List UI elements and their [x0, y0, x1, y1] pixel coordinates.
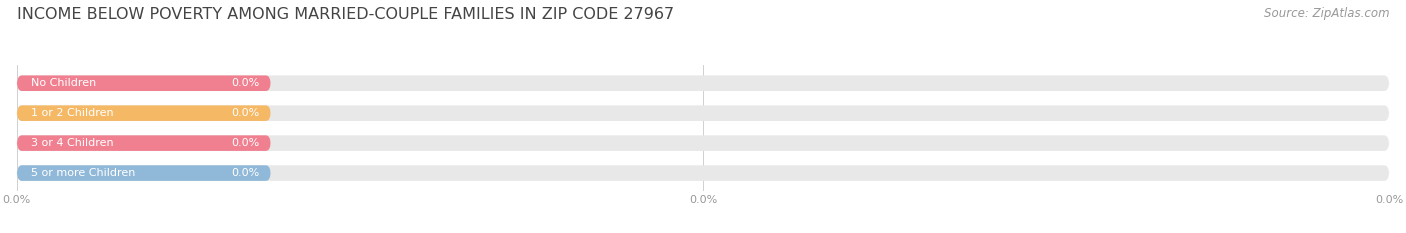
FancyBboxPatch shape — [17, 135, 1389, 151]
Text: 0.0%: 0.0% — [232, 78, 260, 88]
FancyBboxPatch shape — [17, 75, 1389, 91]
FancyBboxPatch shape — [17, 105, 271, 121]
Text: Source: ZipAtlas.com: Source: ZipAtlas.com — [1264, 7, 1389, 20]
FancyBboxPatch shape — [17, 135, 271, 151]
Text: 5 or more Children: 5 or more Children — [31, 168, 135, 178]
Text: 0.0%: 0.0% — [232, 168, 260, 178]
Text: 1 or 2 Children: 1 or 2 Children — [31, 108, 114, 118]
Text: 3 or 4 Children: 3 or 4 Children — [31, 138, 114, 148]
Text: No Children: No Children — [31, 78, 96, 88]
Text: 0.0%: 0.0% — [232, 108, 260, 118]
Text: INCOME BELOW POVERTY AMONG MARRIED-COUPLE FAMILIES IN ZIP CODE 27967: INCOME BELOW POVERTY AMONG MARRIED-COUPL… — [17, 7, 673, 22]
FancyBboxPatch shape — [17, 165, 1389, 181]
Text: 0.0%: 0.0% — [232, 138, 260, 148]
FancyBboxPatch shape — [17, 105, 1389, 121]
FancyBboxPatch shape — [17, 75, 271, 91]
FancyBboxPatch shape — [17, 165, 271, 181]
